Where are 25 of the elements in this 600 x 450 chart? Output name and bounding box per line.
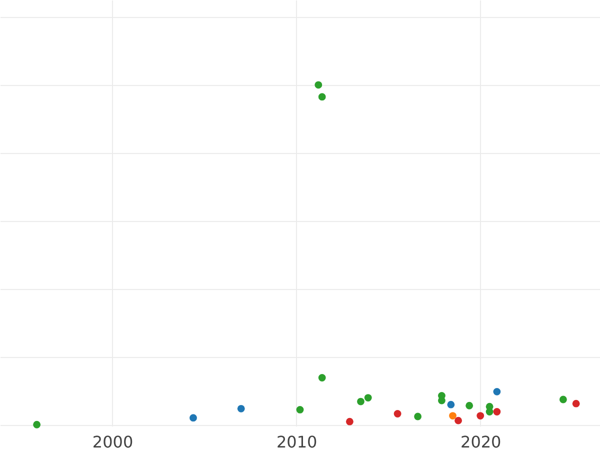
point [318, 93, 326, 101]
point [559, 396, 567, 404]
point [476, 412, 484, 420]
x-tick-label: 2010 [276, 432, 318, 450]
point [466, 402, 474, 410]
x-tick-label: 2020 [460, 432, 502, 450]
x-tick-label: 2000 [92, 432, 134, 450]
point [486, 408, 494, 416]
point [449, 412, 456, 420]
point [296, 406, 304, 414]
point [357, 398, 364, 406]
point [414, 412, 422, 420]
point [454, 416, 462, 424]
point [493, 408, 501, 416]
point [447, 400, 455, 408]
point [33, 420, 41, 428]
point [493, 388, 501, 396]
point [364, 394, 372, 402]
point [190, 414, 197, 422]
point [237, 404, 245, 412]
point [346, 418, 354, 426]
point [314, 81, 322, 89]
point [572, 400, 580, 408]
point [394, 410, 402, 418]
point [318, 374, 326, 382]
